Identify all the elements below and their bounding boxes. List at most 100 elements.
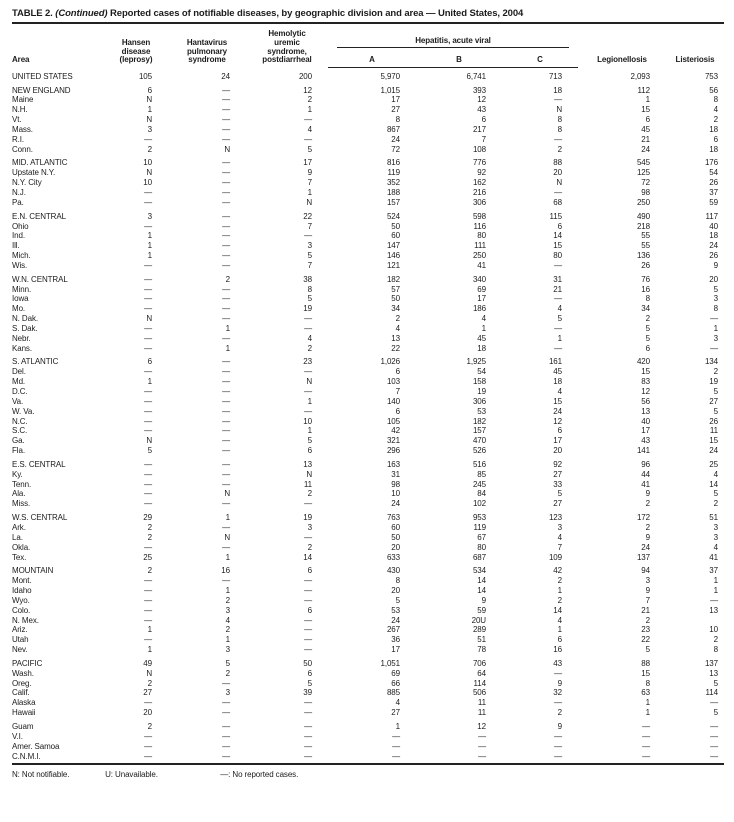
value-cell: 12 [553,416,562,426]
value-cell: — [144,741,152,751]
value-cell: — [222,158,230,168]
area-cell: Conn. [12,144,33,154]
value-cell: 5 [713,284,718,294]
table-row: Md. 1 — N 103 158 18 83 19 [12,377,724,387]
table-row: Del. — — — 6 54 45 15 2 [12,367,724,377]
value-cell: 5 [225,658,230,668]
value-cell: 2 [557,576,562,586]
value-cell: 11 [303,479,312,489]
value-cell: — [642,751,650,761]
value-cell: 27 [709,396,718,406]
value-cell: 27 [553,469,562,479]
area-cell: Nev. [12,645,28,655]
value-cell: 55 [641,231,650,241]
value-cell: 102 [472,499,486,509]
table-row: N. Dak. N — — 2 4 5 2 — [12,314,724,324]
value-cell: 157 [472,426,486,436]
value-cell: 36 [391,635,400,645]
table-row: Iowa — — 5 50 17 — 8 3 [12,294,724,304]
value-cell: 9 [307,168,312,178]
area-cell: Md. [12,377,26,387]
value-cell: — [144,635,152,645]
value-cell: 108 [472,144,486,154]
value-cell: 4 [395,323,400,333]
value-cell: — [304,134,312,144]
value-cell: — [222,377,230,387]
value-cell: 1 [307,105,312,115]
value-cell: 430 [386,566,400,576]
value-cell: 43 [641,436,650,446]
value-cell: 59 [709,197,718,207]
value-cell: — [222,85,230,95]
value-cell: — [222,178,230,188]
value-cell: 105 [386,416,400,426]
value-cell: 2 [307,95,312,105]
value-cell: 2 [557,144,562,154]
table-row: Ky. — — N 31 85 27 44 4 [12,470,724,480]
value-cell: — [304,314,312,324]
value-cell: — [144,343,152,353]
value-cell: — [304,645,312,655]
area-cell: D.C. [12,387,28,396]
value-cell: — [144,731,152,741]
table-row: C.N.M.I. — — — — — — — — [12,752,724,762]
value-cell: 158 [472,377,486,387]
value-cell: 7 [395,387,400,396]
table-row: Vt. N — — 8 6 8 6 2 [12,115,724,125]
value-cell: 10 [391,489,400,499]
table-row: Ind. 1 — — 60 80 14 55 18 [12,231,724,241]
table-row: N.Y. City 10 — 7 352 162 N 72 26 [12,178,724,188]
value-cell: 140 [386,396,400,406]
area-cell: Tenn. [12,479,32,489]
value-cell: 2 [713,367,718,377]
value-cell: 188 [386,187,400,197]
table-row: Amer. Samoa — — — — — — — — [12,742,724,752]
value-cell: 50 [391,532,400,542]
value-cell: — [304,595,312,605]
value-cell: — [222,115,230,125]
value-cell: 16 [641,284,650,294]
value-cell: 103 [386,377,400,387]
value-cell: 39 [303,688,312,698]
value-cell: 43 [477,105,486,115]
value-cell: 20 [391,542,400,552]
value-cell: 11 [477,708,486,718]
value-cell: 687 [472,552,486,562]
area-cell: Kans. [12,343,32,353]
area-cell: Maine [12,95,34,105]
value-cell: — [222,105,230,115]
value-cell: 24 [391,499,400,509]
area-cell: E.N. CENTRAL [12,211,66,221]
value-cell: — [710,751,718,761]
value-cell: 109 [548,552,562,562]
value-cell: — [478,741,486,751]
area-cell: Iowa [12,294,29,304]
table-row: Utah —1—36 51 6 22 2 [12,635,724,645]
value-cell: 37 [709,566,718,576]
value-cell: 1 [645,708,650,718]
value-cell: 20U [471,615,486,625]
value-cell: 20 [391,586,400,596]
value-cell: 2 [645,499,650,509]
value-cell: 250 [636,197,650,207]
table-row: Ariz. 1 2 — 267 289 1 23 10 [12,625,724,635]
area-cell: Ark. [12,522,26,532]
value-cell: — [144,396,152,406]
value-cell: 114 [473,678,487,688]
table-row: S. Dak. — 1 — 4 1 — 5 1 [12,324,724,334]
value-cell: 15 [553,241,562,251]
value-cell: 6 [645,115,650,125]
value-cell: 14 [477,576,486,586]
value-cell: — [144,323,152,333]
value-cell: 24 [553,406,562,416]
value-cell: 8 [713,645,718,655]
value-cell: — [144,698,152,708]
value-cell: 2 [225,625,230,635]
value-cell: 2 [645,522,650,532]
table-row: Nebr. — — 4 13 45 1 5 3 [12,334,724,344]
area-cell: N. Dak. [12,314,38,324]
value-cell: — [304,586,312,596]
value-cell: 176 [704,158,718,168]
value-cell: — [304,722,312,731]
value-cell: 2 [557,595,562,605]
